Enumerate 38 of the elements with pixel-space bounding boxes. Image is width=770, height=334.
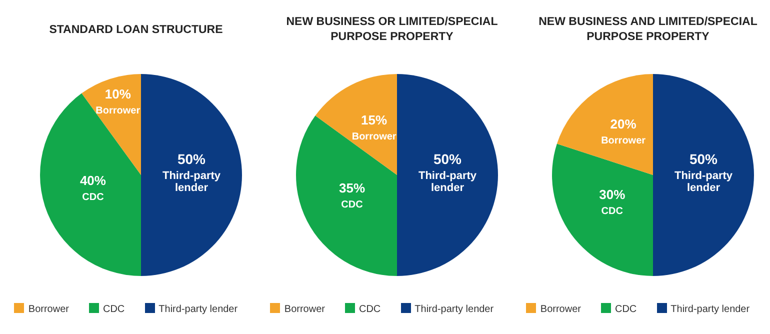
data-label: 50% — [689, 151, 718, 167]
data-label: 15% — [361, 112, 388, 128]
pie-slice — [552, 144, 653, 276]
chart-title: STANDARD LOAN STRUCTURE — [48, 22, 224, 38]
legend-label: CDC — [614, 304, 637, 315]
legend-label: CDC — [102, 304, 125, 315]
data-label: 30% — [599, 187, 626, 202]
slice-label: Third-party lender — [418, 170, 478, 194]
data-label: 20% — [610, 116, 637, 132]
slice-label: Borrower — [352, 132, 396, 143]
slice-label: CDC — [341, 199, 363, 210]
pie-slice — [397, 74, 498, 276]
slice-label: CDC — [82, 192, 104, 204]
chart-title: NEW BUSINESS OR LIMITED/SPECIAL PURPOSE PROPERTY — [285, 15, 499, 45]
legend-label: Third-party lender — [158, 304, 238, 315]
legend-label: Borrower — [28, 304, 69, 315]
pie-slice — [556, 74, 653, 175]
data-label: 50% — [433, 151, 462, 167]
data-label: 50% — [177, 151, 206, 167]
data-label: 40% — [80, 173, 106, 188]
pie-slice — [653, 74, 754, 276]
pie-slice — [82, 74, 141, 175]
pie-slice — [141, 74, 242, 276]
pie-slice — [315, 74, 397, 175]
slice-label: Third-party lender — [674, 170, 734, 194]
legend-label: Borrower — [540, 304, 581, 315]
slice-label: Third-party lender — [162, 170, 222, 194]
legend-label: Third-party lender — [414, 304, 494, 315]
legend-label: CDC — [358, 304, 381, 315]
slice-label: Borrower — [601, 136, 646, 147]
data-label: 10% — [104, 86, 132, 102]
pie-slice — [296, 116, 397, 276]
chart-title: NEW BUSINESS AND LIMITED/SPECIAL PURPOSE PROPERTY — [538, 15, 758, 45]
slice-label: Borrower — [96, 105, 140, 116]
legend-label: Third-party lender — [670, 304, 750, 315]
data-label: 35% — [338, 180, 366, 196]
legend-label: Borrower — [284, 304, 325, 315]
slice-label: CDC — [601, 206, 623, 218]
